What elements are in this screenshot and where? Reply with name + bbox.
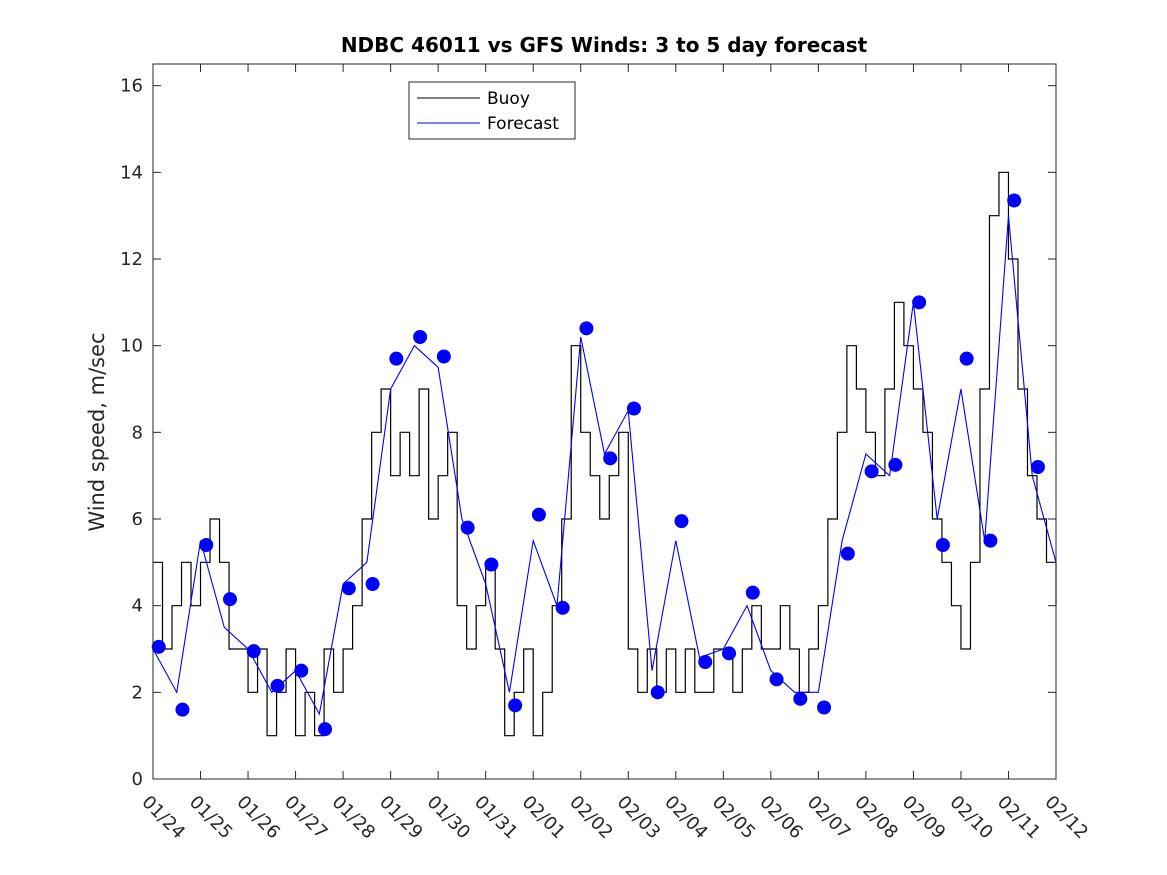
forecast-marker xyxy=(199,538,214,552)
y-tick-label: 16 xyxy=(120,76,143,97)
forecast-marker xyxy=(626,401,641,416)
forecast-marker xyxy=(413,330,428,344)
y-tick-label: 14 xyxy=(120,162,143,183)
forecast-marker xyxy=(222,592,237,607)
forecast-marker xyxy=(935,538,950,552)
forecast-marker xyxy=(864,464,879,479)
forecast-series-line xyxy=(152,215,1057,716)
forecast-marker xyxy=(531,507,546,522)
legend-buoy-label: Buoy xyxy=(487,89,530,109)
buoy-series-line xyxy=(153,171,1057,737)
forecast-marker xyxy=(793,691,808,706)
plot-frame xyxy=(152,63,1057,780)
forecast-marker xyxy=(270,678,285,693)
plot-series xyxy=(151,171,1057,737)
y-tick-label: 0 xyxy=(132,769,143,790)
forecast-marker xyxy=(817,700,832,715)
chart-title: NDBC 46011 vs GFS Winds: 3 to 5 day fore… xyxy=(341,33,868,57)
y-tick-label: 6 xyxy=(132,509,143,530)
legend: Buoy Forecast xyxy=(408,81,576,140)
legend-box xyxy=(408,81,576,140)
forecast-marker xyxy=(769,672,784,687)
y-axis-label: Wind speed, m/sec xyxy=(85,332,109,531)
forecast-marker xyxy=(484,557,499,572)
forecast-marker xyxy=(912,295,927,310)
forecast-marker xyxy=(579,321,594,336)
forecast-marker xyxy=(983,533,998,548)
y-tick-label: 10 xyxy=(120,336,143,357)
forecast-marker xyxy=(959,351,974,366)
forecast-marker xyxy=(674,514,689,529)
forecast-marker xyxy=(698,655,713,669)
legend-forecast-label: Forecast xyxy=(487,114,559,134)
forecast-marker xyxy=(389,351,404,366)
forecast-marker xyxy=(318,722,333,737)
y-tick-label: 8 xyxy=(132,422,143,443)
forecast-marker xyxy=(151,639,166,654)
forecast-marker xyxy=(745,585,760,600)
forecast-marker xyxy=(365,577,380,591)
forecast-marker xyxy=(555,600,570,615)
y-tick-label: 2 xyxy=(132,682,143,703)
forecast-marker xyxy=(294,663,309,678)
forecast-marker xyxy=(508,698,523,713)
forecast-marker xyxy=(175,702,190,717)
forecast-marker xyxy=(722,646,737,661)
forecast-marker xyxy=(603,451,618,466)
forecast-marker xyxy=(1030,460,1045,474)
forecast-marker xyxy=(460,520,475,535)
forecast-marker xyxy=(1007,193,1022,208)
plot-area xyxy=(153,64,1056,779)
forecast-marker xyxy=(650,685,665,700)
y-axis: 0 2 4 6 8 10 12 14 16 xyxy=(120,76,1056,790)
forecast-marker xyxy=(840,546,855,561)
y-tick-label: 12 xyxy=(120,249,143,270)
y-tick-label: 4 xyxy=(132,596,143,617)
forecast-marker xyxy=(436,349,451,364)
forecast-marker xyxy=(246,644,261,659)
forecast-marker xyxy=(888,457,903,472)
forecast-marker xyxy=(341,581,356,596)
